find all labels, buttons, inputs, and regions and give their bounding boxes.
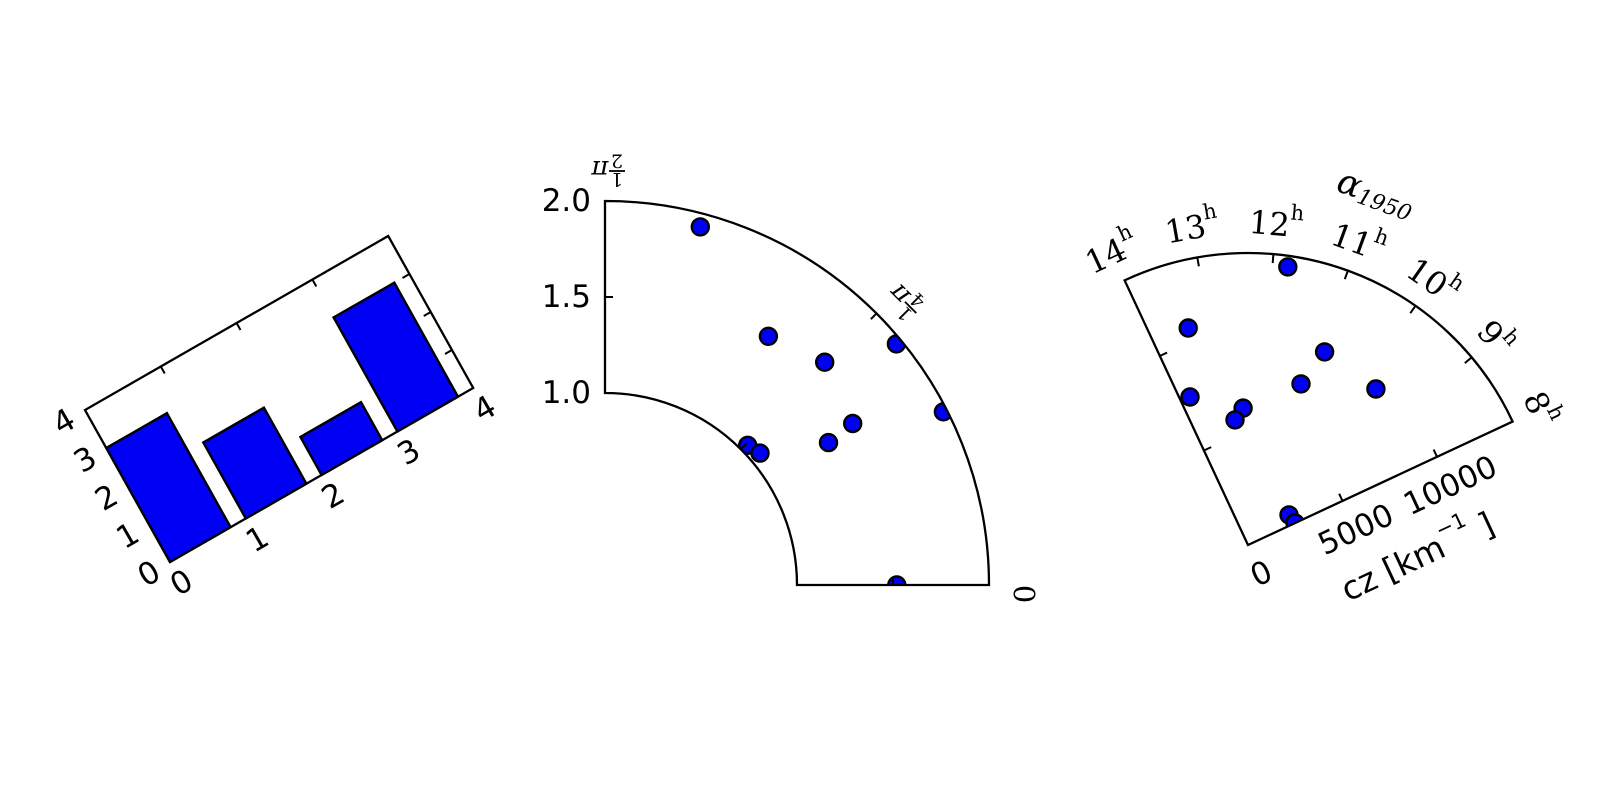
hour-label-9h: 9h xyxy=(1469,309,1524,363)
scatter-point xyxy=(1314,342,1335,362)
x-tick-label: 3 xyxy=(392,432,427,473)
hour-label-12h: 12h xyxy=(1247,197,1305,246)
scatter-point xyxy=(758,326,779,346)
scatter-point xyxy=(1225,410,1245,430)
scatter-point xyxy=(690,217,710,237)
x-tick-label: 1 xyxy=(240,519,275,560)
scatter-point xyxy=(1366,379,1386,399)
scatter-point xyxy=(1180,387,1200,407)
hour-label-13h: 13h xyxy=(1161,199,1222,252)
x-tick-top xyxy=(235,322,242,331)
hour-tick xyxy=(1343,270,1349,280)
scatter-point xyxy=(1278,257,1298,277)
y-tick-label: 1 xyxy=(110,515,145,556)
scatter-point xyxy=(1291,374,1311,394)
y-tick-label: 0 xyxy=(132,553,167,594)
axes-frame xyxy=(603,199,991,587)
fraction-bar xyxy=(904,301,917,314)
cz-tick-label: 0 xyxy=(1245,554,1278,595)
hour-tick xyxy=(1464,356,1473,364)
x-tick-label: 4 xyxy=(467,388,502,429)
scatter-point xyxy=(815,352,835,372)
theta-tick-outer xyxy=(870,312,878,320)
fraction-numerator: 1 xyxy=(611,168,623,190)
x-tick-label: 2 xyxy=(316,475,351,516)
scatter-point xyxy=(1178,318,1198,338)
bar xyxy=(201,406,309,521)
hour-label-14h: 14h xyxy=(1077,219,1145,282)
x-tick-label: 0 xyxy=(164,562,199,603)
theta-tick-inner xyxy=(740,442,748,450)
axes-patch xyxy=(1124,253,1513,545)
cz-tick-left xyxy=(1203,446,1212,452)
fraction-denominator: 2 xyxy=(611,150,623,172)
bar xyxy=(331,281,460,434)
scatter-point xyxy=(933,402,954,422)
hour-label-8h: 8h xyxy=(1515,383,1569,432)
y-tick-right xyxy=(444,349,453,355)
hour-label-11h: 11h xyxy=(1326,210,1392,270)
bar xyxy=(104,411,233,564)
bar xyxy=(298,400,384,477)
cz-tick-bottom xyxy=(1432,449,1438,458)
scatter-point xyxy=(818,432,839,453)
r-tick-label: 2.0 xyxy=(542,183,591,219)
r-tick-label: 1.0 xyxy=(542,375,591,411)
axes-patch xyxy=(605,201,989,585)
scatter-point xyxy=(886,334,907,354)
pi-symbol: π xyxy=(591,154,610,184)
hour-tick xyxy=(1196,257,1200,267)
y-tick-label: 2 xyxy=(89,477,124,518)
theta-tick-label-fraction: 12π xyxy=(591,150,625,190)
y-tick-right xyxy=(423,311,432,317)
y-tick-label: 3 xyxy=(68,439,103,480)
polar-annulus-scatter: 2.0 1.5 1.0 12π 14π 0 xyxy=(542,150,1042,604)
cz-tick-left xyxy=(1159,351,1168,357)
hour-tick xyxy=(1409,305,1417,314)
x-tick-top xyxy=(311,279,318,287)
hour-tick xyxy=(1271,254,1275,264)
cz-tick-bottom xyxy=(1338,493,1344,502)
scatter-series xyxy=(690,217,954,585)
scatter-point xyxy=(843,413,863,434)
theta-tick-label-fraction: 14π xyxy=(883,277,930,325)
y-tick-label: 4 xyxy=(47,401,82,442)
theta-tick-label-zero: 0 xyxy=(1008,585,1042,603)
scatter-point xyxy=(750,443,770,463)
r-tick-label: 1.5 xyxy=(542,279,591,315)
x-tick-top xyxy=(159,366,166,374)
y-tick-right xyxy=(402,273,410,279)
